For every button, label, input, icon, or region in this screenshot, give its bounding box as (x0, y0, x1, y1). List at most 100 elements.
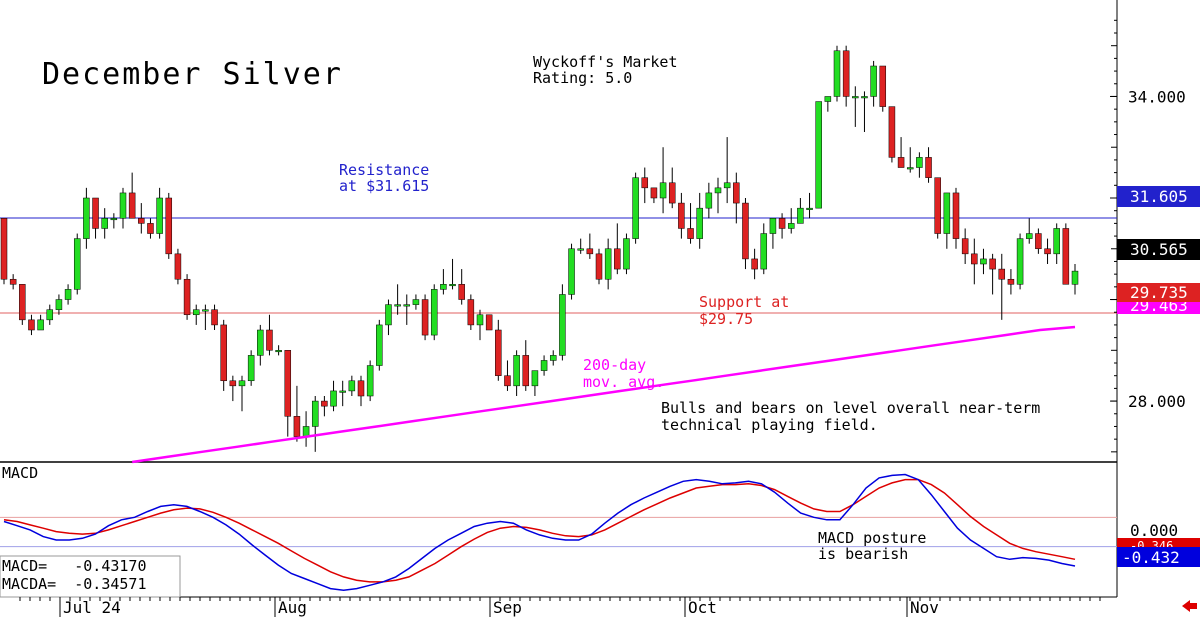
candle-up (412, 299, 420, 305)
support-annotation-1: Support at (699, 293, 789, 311)
x-tick-label: Aug (278, 598, 307, 617)
candle-down (19, 284, 26, 321)
candle-down (1044, 248, 1051, 255)
candle-up (852, 96, 859, 99)
resistance-annotation-2: at $31.615 (339, 177, 429, 195)
candle-down (138, 218, 145, 224)
candle-down (357, 380, 365, 397)
candle-up (632, 177, 639, 239)
candle-up (37, 319, 44, 331)
x-tick-label: Nov (910, 598, 939, 617)
candle-down (650, 187, 658, 199)
x-tick-label: Oct (688, 598, 717, 617)
candle-up (1053, 228, 1060, 255)
candle-down (879, 65, 887, 107)
macd-readout: MACD= -0.43170 (2, 557, 147, 575)
macd-zero-tick: 0.000 (1130, 521, 1178, 540)
candle-down (284, 350, 292, 417)
candle-up (604, 248, 612, 280)
candle-down (28, 319, 35, 331)
candle-up (202, 309, 209, 312)
candle-down (952, 192, 960, 239)
candle-up (531, 370, 539, 387)
resistance-value-box (1117, 186, 1200, 207)
candle-up (787, 223, 795, 229)
candle-up (1071, 270, 1079, 285)
candle-down (925, 157, 932, 178)
candle-up (797, 207, 804, 224)
candle-up (257, 329, 264, 356)
support-annotation-2: $29.75 (699, 310, 753, 328)
candle-down (495, 329, 502, 376)
macda-readout: MACDA= -0.34571 (2, 575, 147, 593)
candle-up (1016, 238, 1024, 285)
macd-annotation-1: MACD posture (818, 529, 926, 547)
candle-up (247, 355, 255, 382)
candle-up (403, 304, 411, 307)
candle-up (980, 258, 987, 265)
candle-up (623, 238, 630, 270)
candle-up (119, 192, 127, 219)
candle-up (861, 96, 868, 99)
candle-up (440, 284, 447, 290)
candle-up (916, 157, 923, 168)
y-tick-label: 34.000 (1128, 87, 1186, 106)
candle-up (366, 365, 374, 397)
candle-down (687, 228, 694, 239)
candle-up (659, 182, 667, 199)
candle-down (467, 299, 475, 326)
candle-up (833, 50, 841, 97)
candle-up (513, 355, 520, 387)
candle-up (275, 350, 282, 353)
y-tick-label: 28.000 (1128, 392, 1186, 411)
resistance-annotation-1: Resistance (339, 161, 429, 179)
support-value-label: 29.735 (1130, 283, 1188, 302)
candle-up (906, 167, 914, 170)
candle-down (641, 177, 649, 189)
candle-up (83, 197, 90, 239)
comment-line-2: technical playing field. (661, 416, 878, 434)
resistance-value-label: 31.605 (1130, 187, 1188, 206)
candles-group (0, 45, 1079, 452)
candle-up (824, 96, 832, 102)
candle-down (9, 278, 17, 285)
candle-down (733, 182, 740, 204)
candle-down (595, 253, 603, 280)
macd-panel-title: MACD (2, 464, 38, 482)
candle-up (870, 65, 877, 97)
candle-down (183, 278, 191, 316)
candle-down (458, 284, 465, 300)
candle-up (760, 233, 768, 270)
candle-up (46, 309, 54, 321)
x-tick-label: Jul 24 (63, 598, 121, 617)
candle-up (430, 289, 438, 336)
candle-down (1035, 233, 1042, 250)
candle-up (815, 101, 822, 209)
candle-up (705, 192, 713, 209)
candle-down (165, 197, 173, 255)
x-tick-label: Sep (493, 598, 522, 617)
candle-up (156, 197, 163, 234)
macd-annotation-2: is bearish (818, 545, 908, 563)
candle-up (385, 304, 392, 326)
macd-value-box (1117, 547, 1200, 567)
candle-down (989, 258, 996, 270)
candle-up (577, 248, 584, 251)
candle-up (806, 207, 813, 210)
ma-annotation-1: 200-day (583, 356, 646, 374)
candle-up (376, 324, 383, 366)
candle-up (549, 355, 557, 361)
candle-down (421, 299, 429, 336)
candle-up (769, 218, 777, 234)
candle-up (568, 248, 575, 295)
scroll-left-arrow-icon[interactable] (1182, 600, 1197, 612)
candle-up (311, 400, 319, 427)
candle-down (220, 324, 227, 382)
candle-down (971, 253, 978, 265)
macda-line (3, 478, 1076, 583)
candle-down (778, 218, 786, 229)
candle-down (0, 218, 8, 280)
candle-down (842, 50, 850, 97)
